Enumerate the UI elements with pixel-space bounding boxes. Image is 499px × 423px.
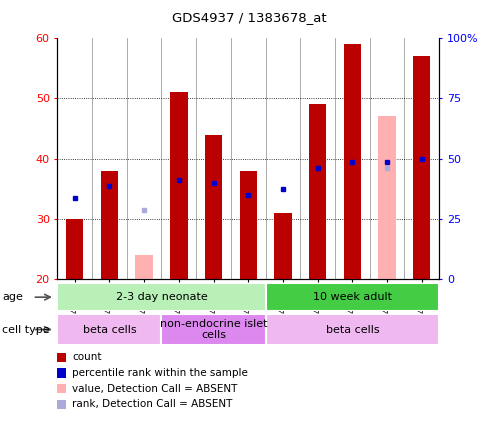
Bar [378,116,396,279]
Bar [205,135,222,279]
Text: beta cells: beta cells [83,324,136,335]
Bar [265,283,439,311]
Bar [170,92,188,279]
Text: beta cells: beta cells [325,324,379,335]
Bar [135,255,153,279]
Bar [240,171,257,279]
Text: value, Detection Call = ABSENT: value, Detection Call = ABSENT [72,384,238,394]
Bar [274,213,291,279]
Bar [265,314,439,345]
Text: cell type: cell type [2,324,50,335]
Bar [57,283,265,311]
Bar [309,104,326,279]
Text: GDS4937 / 1383678_at: GDS4937 / 1383678_at [172,11,327,24]
Text: 2-3 day neonate: 2-3 day neonate [116,292,208,302]
Text: age: age [2,292,23,302]
Bar [101,171,118,279]
Bar [413,56,431,279]
Bar [57,314,162,345]
Bar [66,219,83,279]
Text: count: count [72,352,102,363]
Bar [162,314,265,345]
Text: rank, Detection Call = ABSENT: rank, Detection Call = ABSENT [72,399,233,409]
Bar [344,44,361,279]
Text: 10 week adult: 10 week adult [313,292,392,302]
Text: percentile rank within the sample: percentile rank within the sample [72,368,248,378]
Text: non-endocrine islet
cells: non-endocrine islet cells [160,319,267,341]
